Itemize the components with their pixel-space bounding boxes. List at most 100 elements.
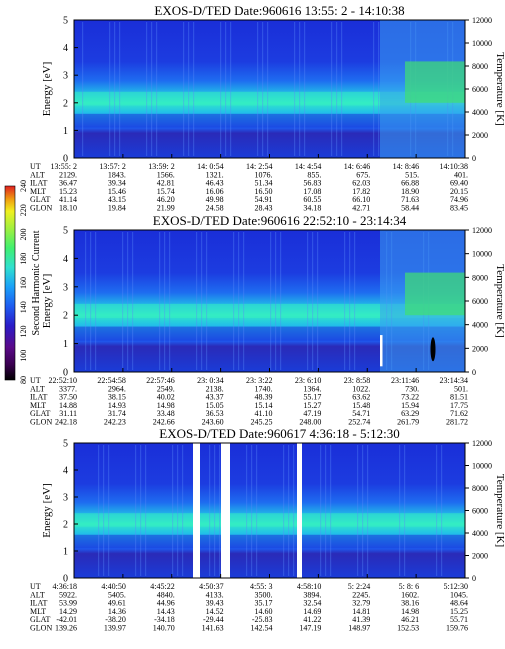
table-cell: 5405. (108, 590, 126, 599)
table-cell: 5: 8: 6 (399, 582, 419, 591)
y-tick-label: 1 (63, 339, 68, 350)
low-energy-band (74, 326, 465, 341)
table-cell: 4840. (157, 590, 175, 599)
data-gap (221, 443, 230, 578)
streak (132, 232, 134, 370)
table-cell: 55.17 (303, 393, 321, 402)
data-gap (193, 443, 200, 578)
table-cell: 63.62 (352, 393, 370, 402)
streak (373, 22, 375, 156)
streak (109, 22, 111, 156)
streak (378, 22, 380, 156)
y2-tick-label: 4000 (472, 108, 488, 117)
row-label: UT (30, 582, 41, 591)
panel-2: EXOS-D/TED Date:960616 22:52:10 - 23:14:… (30, 213, 505, 427)
data-spike (430, 337, 436, 362)
streak (256, 445, 258, 576)
table-cell: 14: 4:54 (295, 162, 321, 171)
table-cell: 15.23 (59, 187, 77, 196)
streak (267, 22, 269, 156)
table-cell: 46.21 (401, 615, 419, 624)
streak (145, 445, 147, 576)
table-cell: 675. (356, 170, 370, 179)
table-cell: 281.72 (446, 418, 468, 427)
streak (209, 445, 211, 576)
table-cell: 1566. (157, 170, 175, 179)
table-cell: 3500. (255, 590, 273, 599)
table-cell: 2245. (352, 590, 370, 599)
y2-tick-label: 2000 (472, 552, 488, 561)
table-cell: 2138. (206, 384, 224, 393)
streak (219, 445, 221, 576)
table-cell: 515. (405, 170, 419, 179)
streak (225, 22, 227, 156)
table-cell: 18.10 (59, 204, 77, 213)
y-tick-label: 0 (63, 368, 68, 379)
table-cell: 24.58 (206, 204, 224, 213)
streak (246, 445, 248, 576)
streak (233, 232, 235, 370)
data-gap (380, 335, 383, 367)
streak (220, 22, 222, 156)
y2-tick-label: 2000 (472, 344, 488, 353)
table-cell: 41.14 (59, 195, 77, 204)
table-cell: 38.16 (401, 599, 419, 608)
streak (341, 22, 343, 156)
table-cell: 14: 8:46 (393, 162, 419, 171)
table-cell: 54.91 (255, 195, 273, 204)
streak (436, 445, 438, 576)
streak (367, 445, 369, 576)
table-cell: 32.79 (352, 599, 370, 608)
table-cell: 3377. (59, 384, 77, 393)
streak (85, 232, 87, 370)
row-label: GLAT (30, 615, 51, 624)
streak (243, 232, 245, 370)
table-cell: 36.53 (206, 409, 224, 418)
table-cell: 53.99 (59, 599, 77, 608)
table-cell: 14.69 (303, 607, 321, 616)
streak (354, 232, 356, 370)
table-cell: 14.52 (206, 607, 224, 616)
streak (193, 22, 195, 156)
table-cell: -42.01 (56, 615, 77, 624)
table-cell: 4:40:50 (101, 582, 125, 591)
table-cell: 41.10 (255, 409, 273, 418)
spectrogram (74, 443, 465, 578)
table-cell: 54.71 (352, 409, 370, 418)
table-cell: 14.81 (352, 607, 370, 616)
y2-tick-label: 0 (472, 154, 476, 163)
y-tick-label: 1 (63, 126, 68, 137)
table-cell: 44.96 (157, 599, 175, 608)
streak (90, 232, 92, 370)
table-cell: 39.43 (206, 599, 224, 608)
row-label: ILAT (30, 599, 47, 608)
streak (135, 445, 137, 576)
table-cell: 261.79 (397, 418, 419, 427)
streak (238, 232, 240, 370)
table-cell: 147.19 (299, 624, 321, 633)
table-cell: 4:58:10 (297, 582, 321, 591)
streak (344, 232, 346, 370)
y-tick-label: 4 (63, 254, 68, 265)
y2-tick-label: 8000 (472, 62, 488, 71)
table-cell: 81.51 (450, 393, 468, 402)
table-cell: 14: 2:54 (246, 162, 272, 171)
streak (151, 22, 153, 156)
table-cell: 48.64 (450, 599, 468, 608)
table-cell: 36.47 (59, 179, 77, 188)
table-cell: 140.70 (153, 624, 175, 633)
y2-tick-label: 10000 (472, 250, 492, 259)
y-tick-label: 0 (63, 154, 68, 165)
streak (336, 22, 338, 156)
streak (288, 445, 290, 576)
table-cell: 2964. (108, 384, 126, 393)
streak (331, 22, 333, 156)
table-cell: 13:59: 2 (148, 162, 174, 171)
table-cell: 1740. (255, 384, 273, 393)
table-cell: 22:54:58 (97, 376, 125, 385)
y-tick-label: 5 (63, 16, 68, 27)
y-tick-label: 5 (63, 439, 68, 450)
table-cell: 40.02 (157, 393, 175, 402)
colorbar-tick-label: 220 (19, 204, 28, 216)
table-cell: 2129. (59, 170, 77, 179)
